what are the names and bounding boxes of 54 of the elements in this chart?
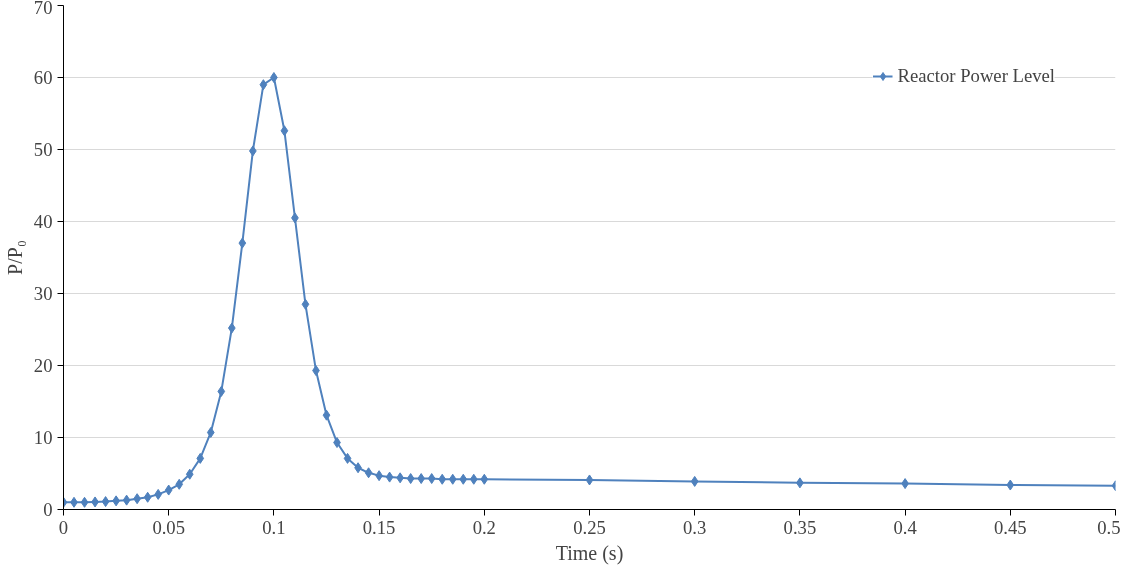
point [459, 473, 468, 485]
x-tick-label: 0 [58, 516, 69, 538]
point [175, 478, 184, 490]
y-tick-label: 70 [33, 0, 53, 18]
y-tick-label: 40 [33, 211, 53, 232]
y-tick-label: 20 [33, 355, 53, 376]
point [690, 475, 699, 487]
point [585, 474, 594, 486]
point [154, 488, 163, 500]
point [80, 496, 89, 508]
x-tick-label: 0.05 [152, 516, 186, 538]
point [406, 473, 415, 485]
x-tick-label: 0.1 [262, 516, 286, 538]
y-tick-label: 30 [33, 283, 53, 304]
y-tick-label: 10 [33, 427, 53, 448]
y-tick-label: 60 [33, 67, 53, 88]
point [122, 494, 131, 506]
point [322, 409, 331, 421]
point [469, 473, 478, 485]
point [417, 473, 426, 485]
point [206, 426, 215, 438]
point [196, 452, 205, 464]
x-tick-label: 0.45 [993, 516, 1027, 538]
x-tick-label: 0.5 [1097, 516, 1121, 538]
point [1006, 479, 1015, 491]
x-tick-label: 0.35 [783, 516, 817, 538]
y-tick-label: 50 [33, 139, 53, 160]
x-tick-label: 0.3 [683, 516, 707, 538]
legend-label: Reactor Power Level [897, 65, 1055, 87]
point [238, 237, 247, 249]
point [448, 473, 457, 485]
y-tick-label: 0 [43, 499, 53, 520]
point [185, 468, 194, 480]
point [217, 385, 226, 397]
point [364, 467, 373, 479]
x-tick-label: 0.25 [573, 516, 606, 538]
point [101, 496, 110, 508]
point [164, 484, 173, 496]
point [343, 452, 352, 464]
point [270, 72, 278, 83]
point [259, 79, 268, 91]
point [385, 471, 394, 483]
x-tick-label: 0.4 [893, 516, 918, 538]
x-tick-label: 0.15 [362, 516, 396, 538]
point [143, 491, 152, 503]
point [427, 473, 436, 485]
point [480, 473, 489, 485]
y-axis-title: P/P₀ [3, 240, 26, 275]
x-tick-label: 0.2 [472, 516, 496, 538]
point [280, 125, 289, 137]
point [227, 322, 236, 334]
x-axis-title: Time (s) [555, 541, 624, 565]
point [301, 298, 310, 310]
point [438, 473, 447, 485]
